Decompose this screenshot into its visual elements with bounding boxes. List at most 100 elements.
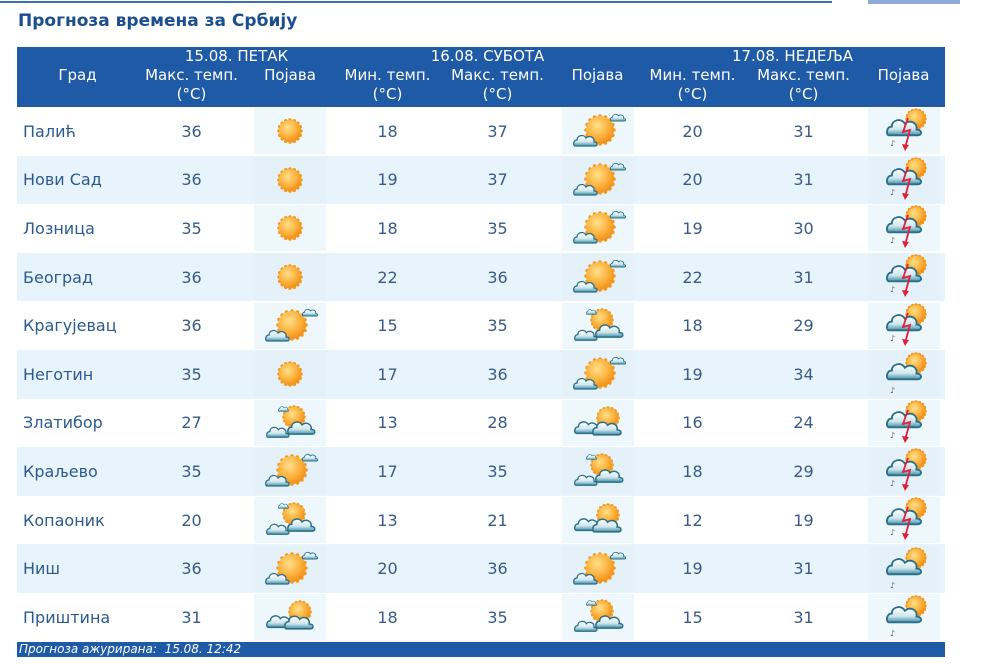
- table-row: Копаоник 20 13 21 12 19 ♪: [17, 496, 945, 545]
- partly-cloudy-icon: [254, 497, 326, 544]
- d3-phenomenon: ♪: [862, 107, 945, 156]
- d3-phenomenon: ♪: [862, 399, 945, 448]
- d2-phenomenon: [555, 544, 640, 593]
- svg-text:♪: ♪: [890, 236, 895, 245]
- table-row: Крагујевац 36 15 35 18 29 ♪: [17, 301, 945, 350]
- col-d3-max: Макс. темп. (°C): [745, 66, 862, 107]
- clouds-with-sun-icon: [561, 399, 634, 446]
- d2-phenomenon: [555, 496, 640, 545]
- d3-max-temp: 31: [745, 252, 862, 302]
- col-city: Град: [17, 66, 138, 107]
- d1-phenomenon: [245, 349, 335, 399]
- d3-max-temp: 31: [745, 544, 862, 593]
- clouds-with-sun-icon: [254, 594, 326, 641]
- d1-phenomenon: [245, 399, 335, 448]
- d1-phenomenon: [245, 544, 335, 593]
- d1-max-temp: 27: [181, 413, 202, 433]
- d3-phenomenon: ♪: [862, 204, 945, 253]
- table-row: Златибор 27 13 28 16 24 ♪: [17, 399, 945, 448]
- d3-min-temp: 15: [682, 607, 703, 627]
- d2-phenomenon: [555, 399, 640, 448]
- svg-text:♪: ♪: [890, 139, 895, 148]
- city-name: Београд: [17, 252, 138, 302]
- d1-phenomenon: [245, 447, 335, 496]
- top-divider-line: [0, 1, 832, 3]
- sunny-icon: [254, 205, 326, 252]
- d2-min-temp: 18: [377, 607, 398, 627]
- day-header-1: 15.08. ПЕТАК: [138, 47, 335, 66]
- table-row: Приштина 31 18 35 15 31 ♪: [17, 593, 945, 642]
- sun-with-small-cloud-icon: [561, 351, 634, 398]
- d2-phenomenon: [555, 252, 640, 302]
- table-row: Београд 36 22 36 22 31 ♪: [17, 252, 946, 302]
- col-d2-min: Мин. темп. (°C): [335, 66, 440, 107]
- d2-max-temp: 36: [440, 252, 555, 302]
- d2-phenomenon: [555, 349, 640, 399]
- city-name: Неготин: [17, 349, 138, 399]
- d1-max-temp: 36: [138, 155, 245, 205]
- forecast-table-container: 15.08. ПЕТАК 16.08. СУБОТА 17.08. НЕДЕЉА…: [17, 47, 946, 657]
- d2-phenomenon: [555, 107, 640, 156]
- city-name: Златибор: [23, 413, 103, 433]
- sun-with-small-cloud-icon: [561, 254, 634, 301]
- table-row: Ниш 36 20 36 19 31 ♪: [17, 544, 946, 593]
- partly-cloudy-icon: [561, 594, 634, 641]
- d1-phenomenon: [245, 252, 335, 302]
- city-name: Лозница: [23, 218, 95, 238]
- d3-max-temp: 31: [793, 121, 814, 141]
- d3-phenomenon: ♪: [862, 593, 945, 642]
- d3-min-temp: 16: [682, 413, 703, 433]
- d3-phenomenon: ♪: [862, 496, 945, 545]
- sunny-icon: [254, 108, 326, 155]
- d2-max-temp: 28: [487, 413, 508, 433]
- d3-max-temp: 29: [745, 447, 862, 496]
- updated-value: 15.08. 12:42: [164, 641, 242, 656]
- col-d2-phenomenon: Појава: [555, 66, 640, 107]
- d3-max-temp: 31: [745, 155, 862, 205]
- d3-min-temp: 18: [682, 316, 703, 336]
- svg-text:♪: ♪: [890, 479, 895, 488]
- cloud-sun-rain-icon: ♪: [867, 594, 940, 641]
- d3-max-temp: 19: [793, 510, 814, 530]
- d2-max-temp: 36: [440, 349, 555, 399]
- clouds-with-sun-icon: [561, 497, 634, 544]
- d2-phenomenon: [555, 447, 640, 496]
- page-title: Прогноза времена за Србију: [18, 11, 298, 31]
- city-name: Краљево: [17, 447, 138, 496]
- d3-max-temp: 30: [793, 218, 814, 238]
- partly-cloudy-icon: [561, 448, 634, 495]
- d1-max-temp: 36: [181, 316, 202, 336]
- cloud-sun-thunderstorm-icon: ♪: [867, 254, 940, 301]
- cloud-sun-thunderstorm-icon: ♪: [867, 448, 940, 495]
- sun-with-small-cloud-icon: [561, 205, 634, 252]
- updated-label: Прогноза ажурирана:: [19, 641, 157, 656]
- col-d2-max: Макс. темп. (°C): [440, 66, 555, 107]
- d2-max-temp: 37: [440, 155, 555, 205]
- d3-phenomenon: ♪: [862, 544, 946, 593]
- d2-max-temp: 35: [487, 316, 508, 336]
- cloud-sun-thunderstorm-icon: ♪: [867, 399, 940, 446]
- partly-cloudy-icon: [561, 302, 634, 349]
- d1-max-temp: 36: [181, 121, 202, 141]
- day-header-3: 17.08. НЕДЕЉА: [640, 47, 946, 66]
- d2-phenomenon: [555, 301, 640, 350]
- city-name: Приштина: [23, 607, 111, 627]
- svg-text:♪: ♪: [890, 386, 895, 395]
- banner-image-fragment: [868, 0, 960, 4]
- cloud-sun-thunderstorm-icon: ♪: [867, 302, 940, 349]
- d3-min-temp: 20: [682, 121, 703, 141]
- day-header-2: 16.08. СУБОТА: [335, 47, 640, 66]
- d1-phenomenon: [245, 204, 335, 253]
- svg-text:♪: ♪: [890, 528, 895, 537]
- city-name: Крагујевац: [23, 316, 117, 336]
- day-header-row: 15.08. ПЕТАК 16.08. СУБОТА 17.08. НЕДЕЉА: [17, 47, 946, 66]
- city-name: Ниш: [17, 544, 138, 593]
- forecast-rows: Палић 36 18 37 20 31 ♪ Нови Сад 36 19 37 20 31 …: [17, 107, 946, 642]
- d3-phenomenon: ♪: [862, 155, 946, 205]
- d1-max-temp: 35: [138, 447, 245, 496]
- update-footer: Прогноза ажурирана: 15.08. 12:42: [17, 641, 945, 657]
- d2-min-temp: 19: [335, 155, 440, 205]
- svg-text:♪: ♪: [890, 285, 895, 294]
- city-name: Нови Сад: [17, 155, 138, 205]
- d3-min-temp: 18: [640, 447, 745, 496]
